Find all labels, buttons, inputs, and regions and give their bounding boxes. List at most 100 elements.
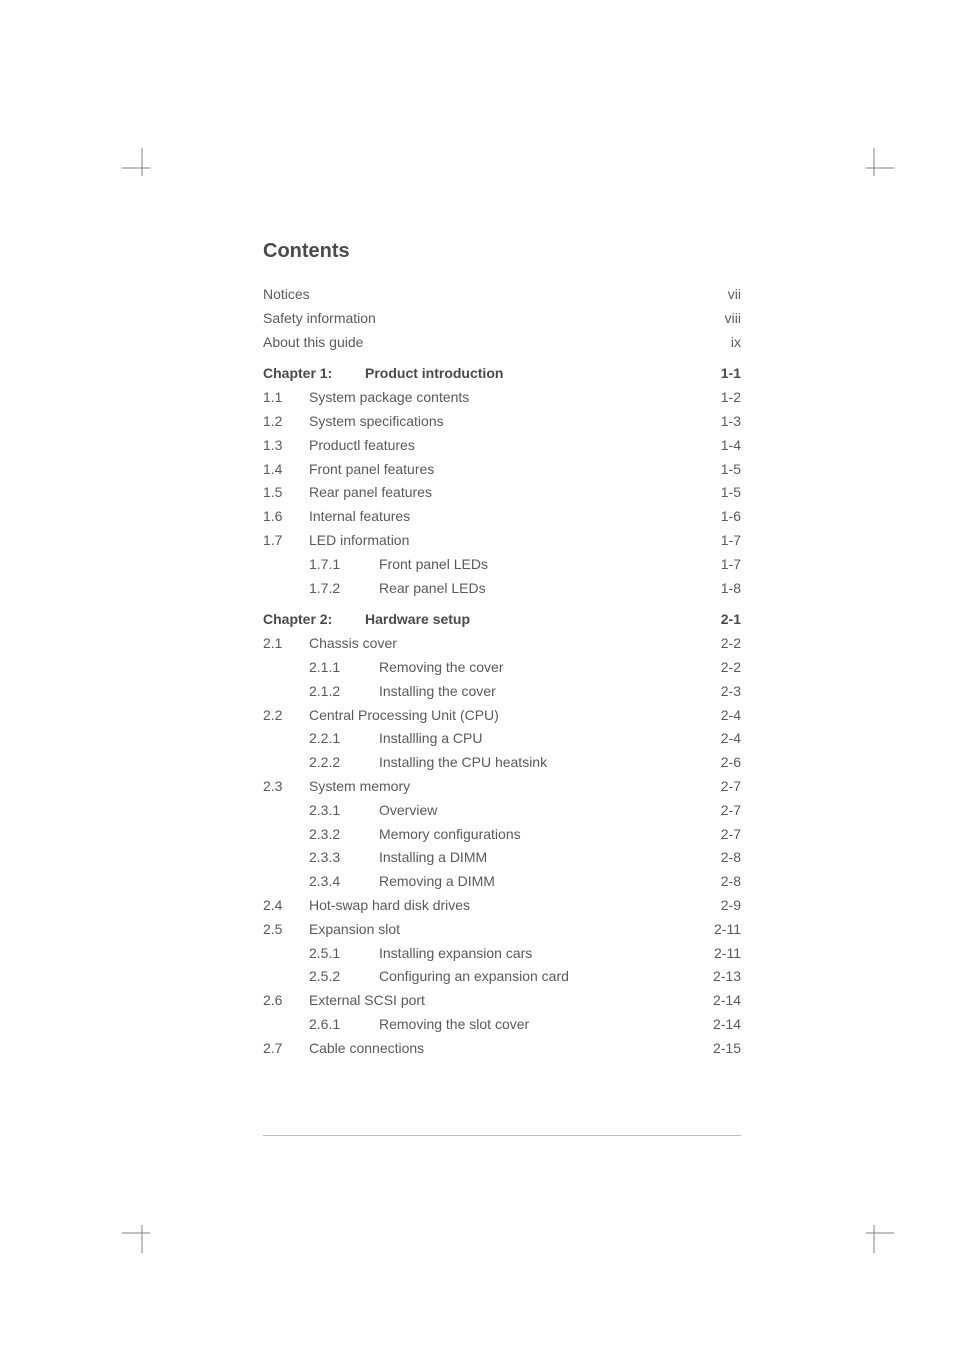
toc-section-label: Cable connections: [309, 1037, 424, 1061]
toc-section-page: 2-9: [701, 894, 741, 918]
toc-subsection-label: Memory configurations: [379, 823, 521, 847]
toc-section-num: 1.6: [263, 505, 309, 529]
crop-mark-bottom-right: [854, 1213, 894, 1253]
toc-section-page: 1-6: [701, 505, 741, 529]
toc-subsection-page: 2-7: [701, 823, 741, 847]
section-gap: [263, 354, 741, 362]
toc-row: 1.7LED information1-7: [263, 529, 741, 553]
toc-row: 2.5Expansion slot2-11: [263, 918, 741, 942]
toc-section-label: Central Processing Unit (CPU): [309, 704, 499, 728]
toc-row: 2.3.4Removing a DIMM2-8: [263, 870, 741, 894]
toc-row: Chapter 1: Product introduction 1-1: [263, 362, 741, 386]
toc-subsection-num: 2.1.2: [263, 680, 369, 704]
toc-section-page: 1-3: [701, 410, 741, 434]
toc-row: 2.2.2Installing the CPU heatsink2-6: [263, 751, 741, 775]
toc-section-num: 1.7: [263, 529, 309, 553]
toc-subsection-page: 2-6: [701, 751, 741, 775]
toc-page: viii: [701, 307, 741, 331]
toc-row: 2.2Central Processing Unit (CPU)2-4: [263, 704, 741, 728]
chapter-heading-label: Product introduction: [365, 362, 503, 386]
toc-label: Notices: [263, 283, 310, 307]
toc-section-label: Chassis cover: [309, 632, 397, 656]
toc-row: 1.1System package contents1-2: [263, 386, 741, 410]
toc-label: About this guide: [263, 331, 363, 355]
toc-subsection-page: 2-2: [701, 656, 741, 680]
toc-row: 2.4Hot-swap hard disk drives2-9: [263, 894, 741, 918]
toc-subsection-label: Removing the cover: [379, 656, 504, 680]
toc-section-page: 1-5: [701, 458, 741, 482]
toc-section-label: Hot-swap hard disk drives: [309, 894, 470, 918]
toc-row: 2.1Chassis cover 2-2: [263, 632, 741, 656]
toc-subsection-num: 2.2.1: [263, 727, 369, 751]
toc-page: ix: [701, 331, 741, 355]
toc-section-page: 1-5: [701, 481, 741, 505]
toc-section-page: 2-11: [701, 918, 741, 942]
toc-subsection-num: 2.3.4: [263, 870, 369, 894]
toc-section-label: System memory: [309, 775, 410, 799]
toc-section-label: System specifications: [309, 410, 444, 434]
chapter-heading-label: Hardware setup: [365, 608, 470, 632]
toc-section-num: 2.7: [263, 1037, 309, 1061]
toc-section-label: Productl features: [309, 434, 415, 458]
toc-subsection-num: 2.3.3: [263, 846, 369, 870]
toc-subsection-page: 2-13: [701, 965, 741, 989]
toc-row: Safety informationviii: [263, 307, 741, 331]
toc-row: 2.1.2Installing the cover2-3: [263, 680, 741, 704]
toc-row: 1.5Rear panel features1-5: [263, 481, 741, 505]
toc-section-page: 2-7: [701, 775, 741, 799]
toc-row: 2.5.2Configuring an expansion card2-13: [263, 965, 741, 989]
toc-section-label: External SCSI port: [309, 989, 425, 1013]
toc-section-num: 2.5: [263, 918, 309, 942]
toc-row: 1.7.2 Rear panel LEDs 1-8: [263, 577, 741, 601]
toc-section-page: 2-15: [701, 1037, 741, 1061]
toc-subsection-page: 2-4: [701, 727, 741, 751]
crop-mark-top-left: [122, 148, 162, 188]
toc-row: 1.4Front panel features1-5: [263, 458, 741, 482]
toc-row: 1.6Internal features 1-6: [263, 505, 741, 529]
crop-mark-top-right: [854, 148, 894, 188]
toc-section-num: 2.1: [263, 632, 309, 656]
toc-subsection-page: 1-7: [701, 553, 741, 577]
toc-row: 2.6External SCSI port2-14: [263, 989, 741, 1013]
toc-subsection-num: 2.2.2: [263, 751, 369, 775]
toc-section-num: 1.2: [263, 410, 309, 434]
toc-section-label: System package contents: [309, 386, 469, 410]
toc-subsection-num: 2.3.1: [263, 799, 369, 823]
chapter-heading-page: 1-1: [701, 362, 741, 386]
toc-subsection-num: 1.7.1: [263, 553, 369, 577]
toc-subsection-num: 2.1.1: [263, 656, 369, 680]
toc-subsection-page: 2-14: [701, 1013, 741, 1037]
toc-row: 2.3System memory 2-7: [263, 775, 741, 799]
section-gap: [263, 600, 741, 608]
toc-section-label: LED information: [309, 529, 409, 553]
toc-row: 2.3.3Installing a DIMM2-8: [263, 846, 741, 870]
toc-section-num: 2.3: [263, 775, 309, 799]
toc-section-label: Internal features: [309, 505, 410, 529]
toc-row: 2.2.1 Installling a CPU 2-4: [263, 727, 741, 751]
toc-section-page: 2-2: [701, 632, 741, 656]
chapter-heading-prefix: Chapter 2:: [263, 608, 365, 632]
toc-section-page: 2-4: [701, 704, 741, 728]
toc-subsection-num: 2.3.2: [263, 823, 369, 847]
content-area: Contents NoticesviiSafety informationvii…: [263, 240, 741, 1061]
toc-section-num: 1.3: [263, 434, 309, 458]
toc-section-num: 1.5: [263, 481, 309, 505]
toc-subsection-label: Rear panel LEDs: [379, 577, 486, 601]
page-title: Contents: [263, 240, 741, 263]
toc-row: 1.2System specifications 1-3: [263, 410, 741, 434]
chapter-heading-page: 2-1: [701, 608, 741, 632]
toc-subsection-num: 1.7.2: [263, 577, 369, 601]
toc-row: About this guide ix: [263, 331, 741, 355]
toc-section-num: 1.1: [263, 386, 309, 410]
toc-subsection-label: Removing a DIMM: [379, 870, 495, 894]
toc-row: 2.3.1Overview2-7: [263, 799, 741, 823]
toc-subsection-label: Configuring an expansion card: [379, 965, 569, 989]
toc-subsection-page: 1-8: [701, 577, 741, 601]
toc-row: 2.5.1Installing expansion cars2-11: [263, 942, 741, 966]
toc-subsection-label: Installling a CPU: [379, 727, 483, 751]
toc-section-num: 2.6: [263, 989, 309, 1013]
toc-row: 2.6.1Removing the slot cover2-14: [263, 1013, 741, 1037]
chapter-heading-prefix: Chapter 1:: [263, 362, 365, 386]
toc-section-label: Front panel features: [309, 458, 434, 482]
toc-row: 2.3.2 Memory configurations 2-7: [263, 823, 741, 847]
